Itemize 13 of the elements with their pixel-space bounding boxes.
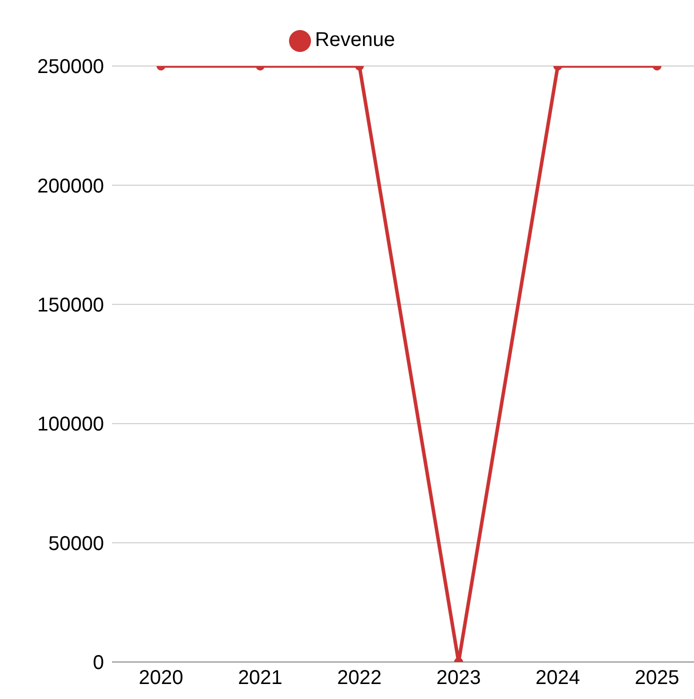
x-tick-label: 2025 (634, 667, 680, 690)
y-tick-label: 0 (92, 652, 104, 674)
x-tick-label: 2023 (436, 667, 481, 690)
x-tick-label: 2024 (536, 667, 580, 690)
y-tick-label: 200000 (37, 175, 104, 198)
legend-label: Revenue (314, 29, 396, 51)
y-tick-label: 150000 (37, 294, 104, 316)
y-tick-label: 100000 (37, 414, 104, 436)
x-tick-label: 2020 (138, 667, 184, 690)
x-tick-label: 2021 (238, 667, 282, 690)
y-tick-label: 50000 (48, 532, 104, 555)
y-tick-label: 250000 (37, 56, 104, 78)
x-tick-label: 2022 (337, 667, 382, 690)
